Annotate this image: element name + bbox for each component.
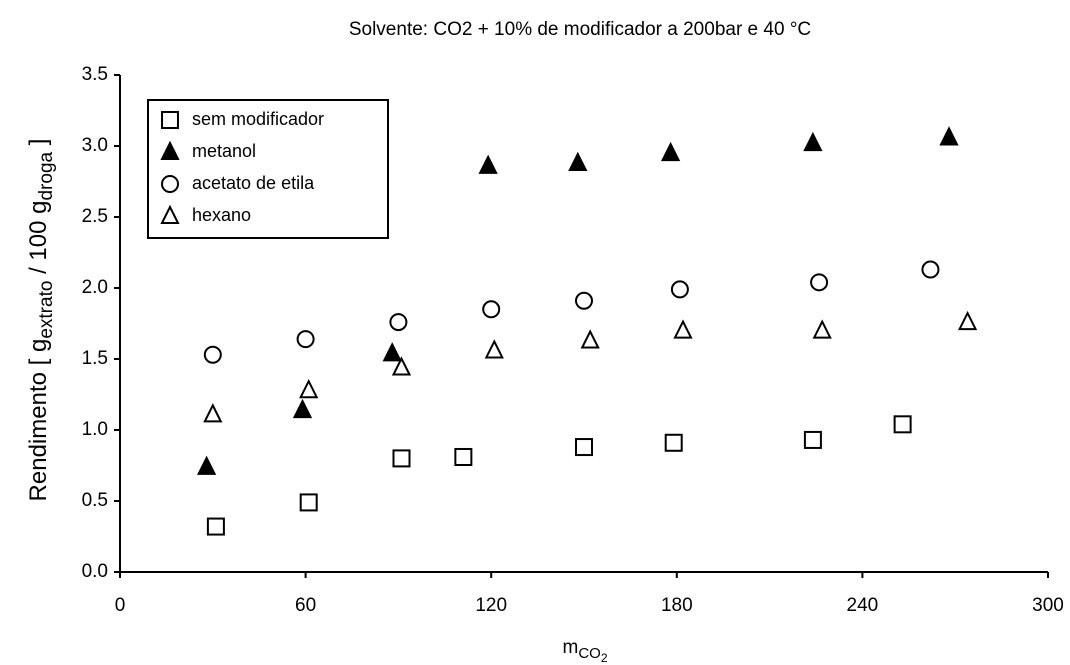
point <box>939 126 959 146</box>
x-tick-label: 60 <box>295 595 316 616</box>
point <box>575 438 593 457</box>
legend-label: acetato de etila <box>192 173 315 193</box>
point <box>673 319 693 339</box>
point <box>478 154 498 174</box>
y-tick-label: 2.0 <box>82 277 108 298</box>
point <box>391 356 412 376</box>
x-axis-label: mCO2 <box>562 637 607 665</box>
point <box>575 291 593 310</box>
point <box>292 398 313 419</box>
y-tick-label: 0.0 <box>82 561 108 582</box>
y-tick-label: 1.5 <box>82 348 108 369</box>
y-label-b: extrato <box>36 281 57 339</box>
point <box>296 330 315 349</box>
point <box>482 300 501 319</box>
point <box>299 379 319 399</box>
x-label-sub2: 2 <box>601 651 608 665</box>
point <box>484 339 504 359</box>
legend-marker <box>160 204 180 224</box>
y-label-d: droga <box>36 151 57 200</box>
point <box>957 310 978 331</box>
legend-marker <box>161 175 179 193</box>
point <box>382 342 402 362</box>
legend-label: metanol <box>192 141 256 161</box>
x-tick-label: 300 <box>1032 595 1064 616</box>
y-label-c: / 100 g <box>25 201 52 281</box>
x-tick-label: 120 <box>475 595 507 616</box>
point <box>206 517 225 536</box>
point <box>392 449 411 468</box>
x-label-sub: CO <box>578 645 601 662</box>
x-tick-label: 180 <box>661 595 693 616</box>
point <box>810 273 829 292</box>
point <box>812 319 832 339</box>
y-tick-label: 0.5 <box>82 490 108 511</box>
y-label-a: Rendimento [ g <box>25 339 52 502</box>
y-tick-label: 2.5 <box>82 206 108 227</box>
point <box>921 260 940 279</box>
legend-label: hexano <box>192 205 251 225</box>
point <box>389 313 408 332</box>
point <box>203 403 223 423</box>
x-tick-label: 0 <box>115 595 126 616</box>
point <box>580 329 600 349</box>
point <box>299 493 318 512</box>
y-tick-label: 1.0 <box>82 419 108 440</box>
point <box>196 455 217 475</box>
y-label-e: ] <box>25 139 52 152</box>
y-axis-label: Rendimento [ gextrato / 100 gdroga ] <box>25 139 57 502</box>
legend-marker <box>161 111 179 129</box>
point <box>803 430 822 449</box>
point <box>670 280 689 299</box>
legend-marker <box>160 140 180 160</box>
legend-box <box>147 99 389 239</box>
point <box>454 447 473 466</box>
point <box>660 141 681 162</box>
point <box>893 415 912 434</box>
chart-title: Solvente: CO2 + 10% de modificador a 200… <box>349 19 811 40</box>
point <box>803 131 823 152</box>
x-label-main: m <box>562 637 578 658</box>
point <box>664 433 683 452</box>
x-tick-label: 240 <box>847 595 879 616</box>
legend-label: sem modificador <box>192 109 324 129</box>
y-tick-label: 3.0 <box>82 135 108 156</box>
y-tick-label: 3.5 <box>82 64 108 85</box>
point <box>203 345 222 364</box>
point <box>568 151 588 172</box>
